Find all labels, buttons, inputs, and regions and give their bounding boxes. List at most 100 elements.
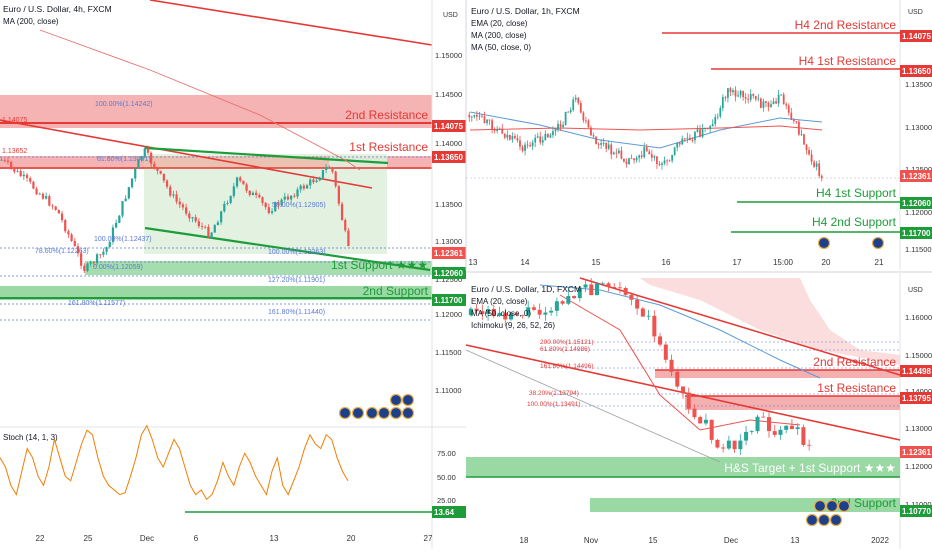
d1-currency: USD xyxy=(908,287,923,294)
h4-tag-r1-bg xyxy=(432,151,466,163)
stoch-tag-bg xyxy=(432,506,466,518)
event-flag-icon xyxy=(817,236,831,250)
h4-currency: USD xyxy=(443,12,458,19)
candle xyxy=(340,203,344,221)
h4-tag-current: 1.12361 xyxy=(434,249,463,258)
d1-r2-zone xyxy=(655,370,900,378)
h4-x-tick: 22 xyxy=(36,534,45,543)
candle xyxy=(280,199,283,206)
candle xyxy=(815,163,818,167)
d1-tag-r2-bg xyxy=(900,365,932,377)
candle xyxy=(10,161,13,168)
candle xyxy=(80,253,83,266)
h4-support-1-zone xyxy=(85,261,432,275)
event-flag-icon xyxy=(389,406,403,420)
d1-tag-current: 1.12361 xyxy=(902,448,931,457)
candle xyxy=(200,226,204,227)
d1-fib-label: 61.80%(1.14986) xyxy=(540,346,590,353)
candle xyxy=(531,142,534,147)
candle xyxy=(686,137,689,139)
candle xyxy=(475,114,478,117)
candle xyxy=(54,206,57,210)
candle xyxy=(537,309,542,315)
candle xyxy=(597,143,600,145)
candle xyxy=(646,315,651,317)
h1-tag-s1: 1.12060 xyxy=(902,199,931,208)
candle xyxy=(572,296,577,299)
candle xyxy=(554,129,557,132)
candle xyxy=(759,98,762,108)
candle xyxy=(663,160,666,164)
candle xyxy=(775,101,777,104)
candle xyxy=(64,220,67,232)
candle xyxy=(549,310,554,313)
stoch-title: Stoch (14, 1, 3) xyxy=(3,433,58,442)
h4-fib-label: 100.00%(1.14242) xyxy=(95,101,153,108)
candle xyxy=(600,283,605,285)
candle xyxy=(124,198,127,202)
d1-indicator: MA (50, close, 0) xyxy=(471,309,531,318)
h4-y-tick: 1.12000 xyxy=(435,310,462,319)
candle xyxy=(777,94,780,104)
candle xyxy=(223,203,226,212)
candle xyxy=(239,177,242,181)
h4-level-label: 2nd Support xyxy=(363,284,429,298)
h4-channel-bottom xyxy=(144,226,431,272)
h1-indicator: MA (200, close) xyxy=(471,31,527,40)
candle xyxy=(698,417,703,424)
h1-tag-r1-bg xyxy=(900,65,932,77)
h1-level-label: H4 2nd Resistance xyxy=(795,18,897,32)
candle xyxy=(92,262,95,264)
h4-edge-label: 1.13652 xyxy=(2,148,27,155)
h1-level-label: H4 1st Resistance xyxy=(799,54,897,68)
h1-indicator: MA (50, close, 0) xyxy=(471,43,531,52)
candle xyxy=(724,97,727,98)
candle xyxy=(813,161,816,167)
candle xyxy=(704,128,706,130)
candle xyxy=(686,392,691,409)
h1-x-tick: 15:00 xyxy=(773,258,794,267)
candle xyxy=(617,287,622,289)
candle xyxy=(661,163,663,165)
candle xyxy=(245,184,248,191)
d1-tag-s2: 1.10770 xyxy=(902,507,931,516)
d1-indicator: Ichimoku (9, 26, 52, 26) xyxy=(471,321,555,330)
candle xyxy=(73,240,76,247)
candle xyxy=(226,202,229,204)
h1-x-tick: 17 xyxy=(733,258,742,267)
candle xyxy=(721,447,726,449)
stoch-y-tick: 75.00 xyxy=(437,449,456,458)
candle xyxy=(159,170,162,174)
candle xyxy=(519,140,521,147)
candle xyxy=(468,308,473,315)
h4-fib-label: 161.80%(1.11440) xyxy=(268,309,325,316)
candle xyxy=(150,152,153,164)
event-flag-icon xyxy=(351,406,365,420)
candle xyxy=(770,104,772,108)
candle xyxy=(719,108,722,117)
d1-fib-label: 200.00%(1.15121) xyxy=(540,339,594,346)
candle xyxy=(749,94,752,100)
candle xyxy=(749,431,754,432)
h1-x-tick: 15 xyxy=(592,258,601,267)
h4-tag-s1-bg xyxy=(432,267,466,279)
candle xyxy=(302,185,305,189)
h1-x-tick: 16 xyxy=(662,258,671,267)
candle xyxy=(635,157,638,161)
candle xyxy=(792,119,795,122)
candle xyxy=(299,185,302,190)
candle xyxy=(51,205,54,207)
candle xyxy=(810,154,813,162)
candle xyxy=(514,313,519,315)
candle xyxy=(680,386,686,393)
candle xyxy=(638,155,641,158)
candle xyxy=(347,230,350,247)
h4-y-tick: 1.15000 xyxy=(435,51,462,60)
candle xyxy=(569,110,572,113)
candle xyxy=(648,151,651,155)
candle xyxy=(45,196,48,199)
candle xyxy=(486,119,488,124)
h4-y-tick: 1.14500 xyxy=(435,90,462,99)
candle xyxy=(782,94,785,105)
candle xyxy=(498,128,501,130)
